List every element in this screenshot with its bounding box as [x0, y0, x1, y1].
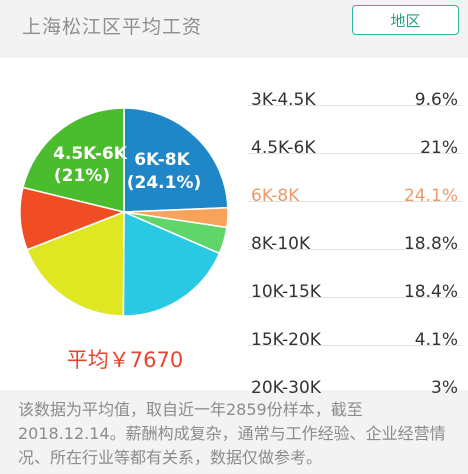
legend-range: 20K-30K — [251, 378, 321, 398]
pie-label-4-5k-6k-percent: (21%) — [54, 166, 110, 186]
legend-range: 15K-20K — [251, 330, 321, 350]
pie-label-6k-8k: 6K-8K — [134, 150, 190, 170]
pie-slice-10k-15k — [122, 210, 221, 317]
legend-percent: 3% — [431, 378, 458, 398]
legend-percent: 4.1% — [414, 330, 458, 350]
legend-range: 10K-15K — [251, 282, 321, 302]
average-salary: 平均￥7670 — [66, 348, 184, 372]
legend-range: 4.5K-6K — [251, 138, 316, 158]
legend-percent: 21% — [420, 138, 458, 158]
legend-percent: 24.1% — [403, 186, 458, 206]
data-footnote: 该数据为平均值，取自近一年2859份样本，截至2018.12.14。薪酬构成复杂… — [18, 400, 446, 467]
salary-panel: 6K-8K (24.1%) 4.5K-6K (21%) 平均￥7670 3K-4.5K… — [0, 58, 468, 398]
legend-range: 3K-4.5K — [251, 90, 316, 110]
salary-pie-chart: 6K-8K (24.1%) 4.5K-6K(21%) — [19, 107, 229, 317]
pie-chart-area: 6K-8K (24.1%) 4.5K-6K (21%) — [0, 58, 240, 390]
legend-row-20k-30k: 20K-30K 3% — [248, 346, 462, 398]
legend-percent: 18.8% — [403, 234, 458, 254]
header-bar: 上海松江区平均工资 地区 — [0, 0, 468, 58]
region-button[interactable]: 地区 — [352, 5, 459, 35]
page-title: 上海松江区平均工资 — [22, 16, 203, 38]
legend-row-3k-4-5k: 3K-4.5K 9.6% — [248, 58, 462, 110]
legend-row-8k-10k: 8K-10K 18.8% — [248, 202, 462, 254]
legend-percent: 9.6% — [414, 90, 458, 110]
legend-range: 6K-8K — [251, 186, 300, 206]
pie-slice-6k-8k — [123, 107, 229, 213]
legend-range: 8K-10K — [251, 234, 311, 254]
legend-percent: 18.4% — [403, 282, 458, 302]
pie-label-6k-8k-percent: (24.1%) — [127, 173, 202, 193]
legend-row-6k-8k: 6K-8K 24.1% — [248, 154, 462, 206]
pie-label-4-5k-6k: 4.5K-6K — [53, 144, 128, 164]
legend-row-4-5k-6k: 4.5K-6K 21% — [248, 106, 462, 158]
legend-row-10k-15k: 10K-15K 18.4% — [248, 250, 462, 302]
legend-row-15k-20k: 15K-20K 4.1% — [248, 298, 462, 350]
pie-slice-4-5k-6k — [22, 107, 125, 213]
salary-legend: 3K-4.5K 9.6% 4.5K-6K 21% 6K-8K 24.1% 8K-… — [248, 58, 462, 398]
pie-slice-8k-10k — [26, 210, 125, 317]
